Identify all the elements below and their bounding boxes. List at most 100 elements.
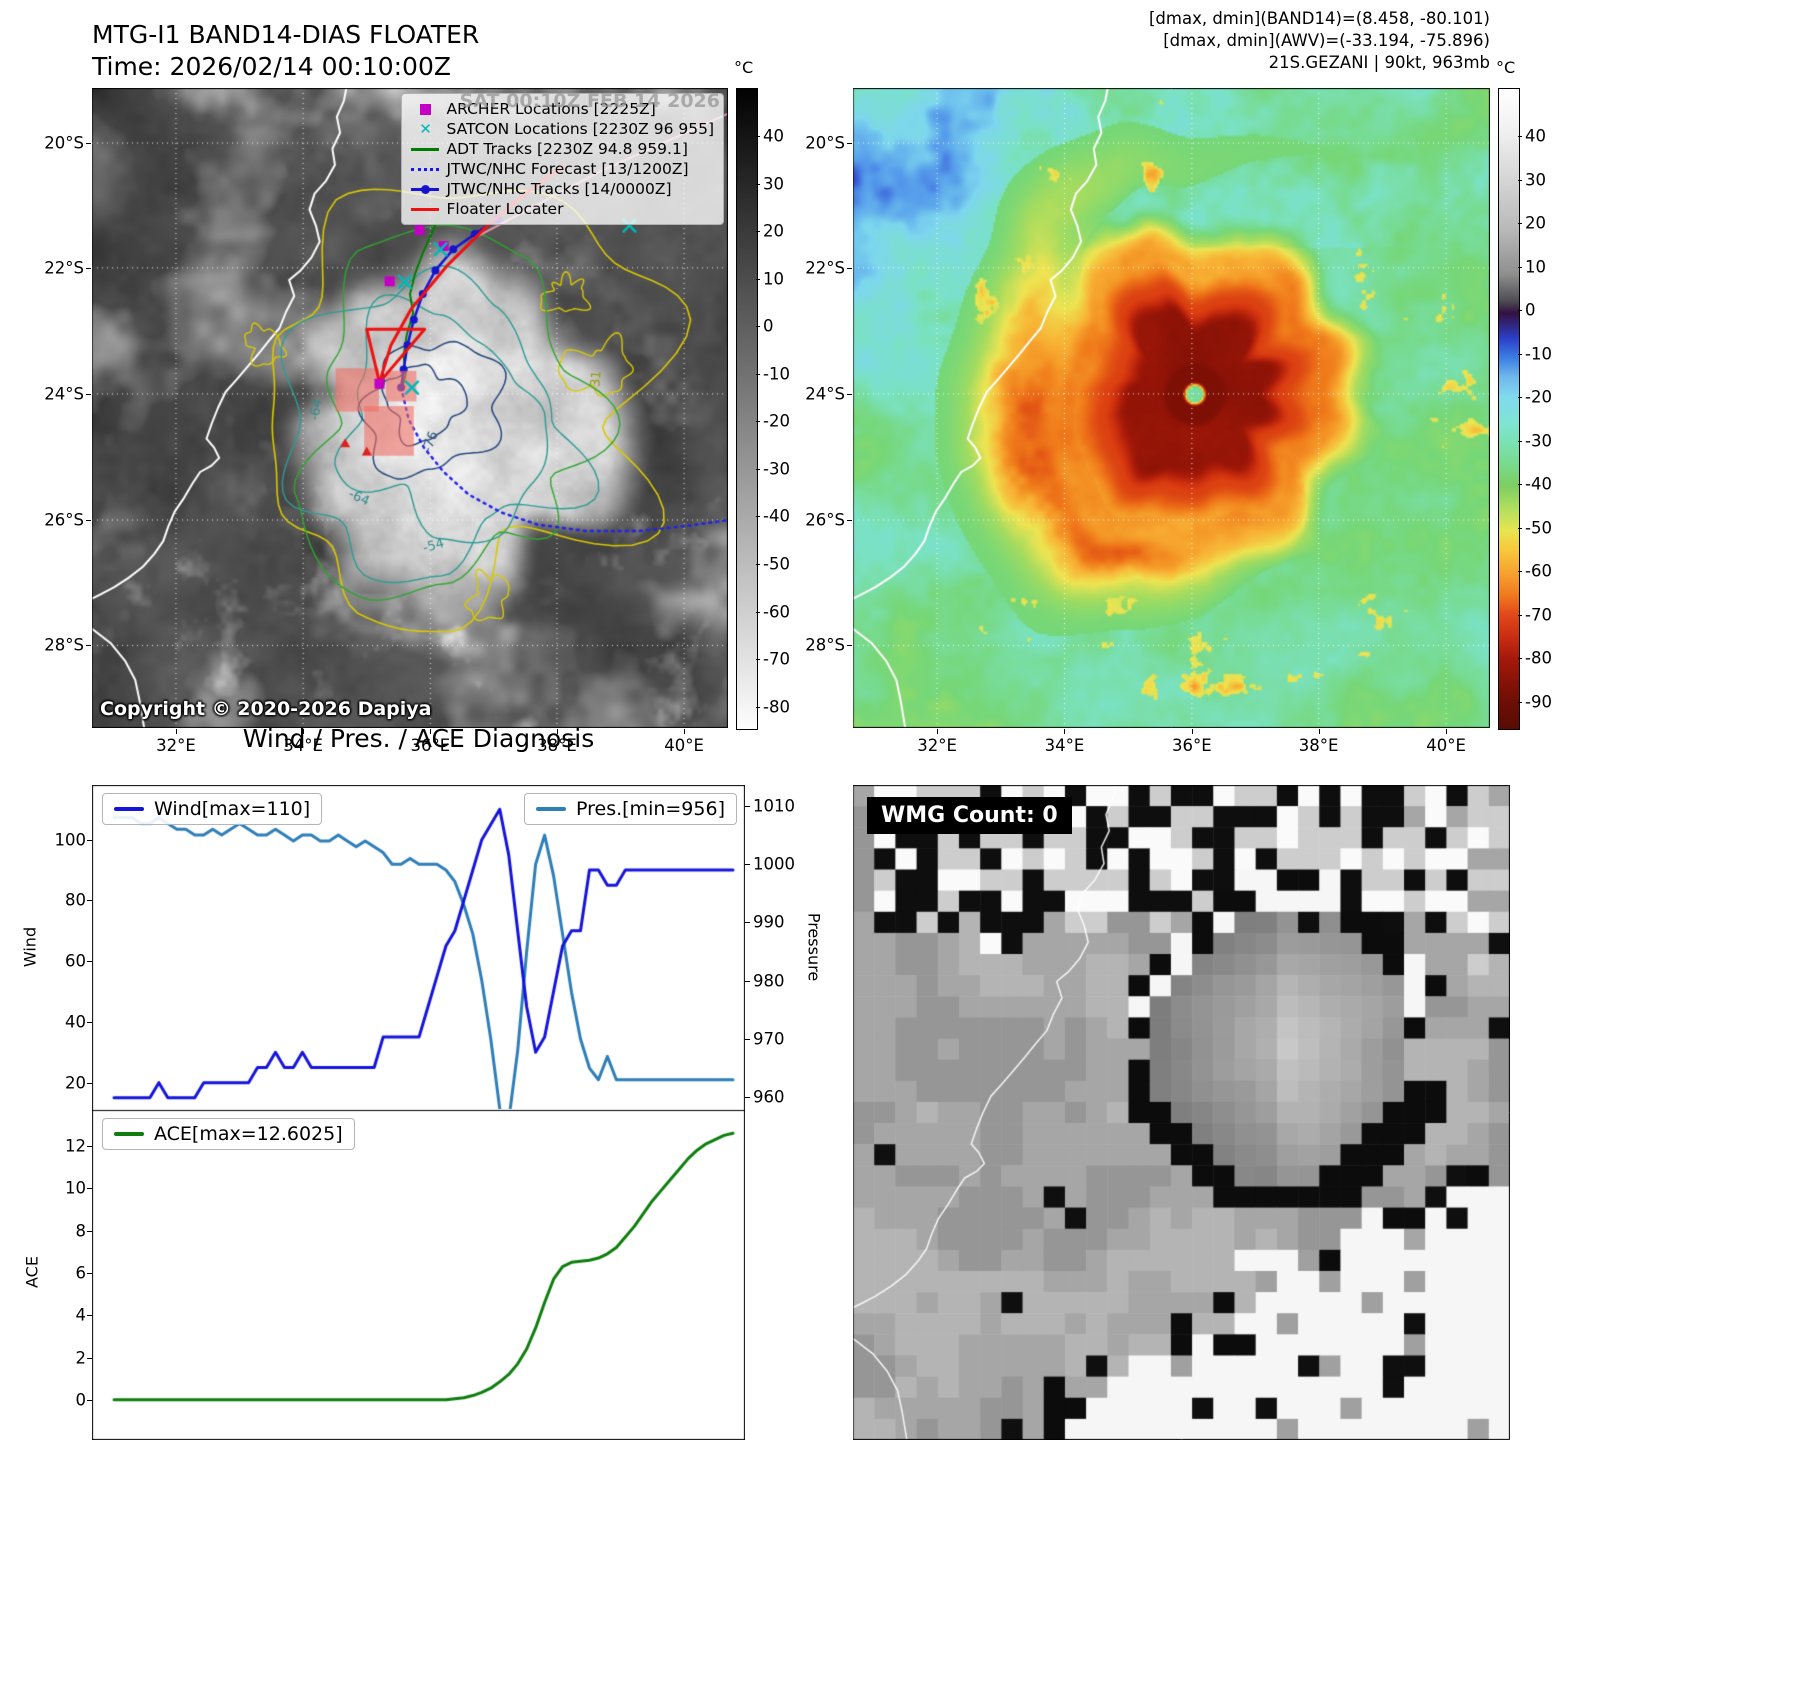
ace-ytick: 12 [65, 1136, 86, 1156]
wmg-microwave-image [853, 785, 1510, 1440]
square-marker-icon [411, 103, 439, 115]
band14-xtickmark [430, 729, 432, 734]
awv-colorbar-unit: °C [1496, 58, 1516, 77]
band14-cbtickmark [756, 183, 760, 185]
band14-cbtickmark [756, 278, 760, 280]
wind-ytickmark [87, 839, 92, 841]
awv-xtickmark [1064, 729, 1066, 734]
track-dot-icon [421, 184, 431, 194]
awv-overlay [853, 88, 1490, 728]
wind-ytick: 20 [65, 1073, 86, 1093]
band14-map: SAT 00:10Z FEB 14 2026 ARCHER Locations … [92, 88, 728, 728]
awv-cbtickmark [1518, 136, 1522, 137]
awv-cbtickmark [1518, 397, 1522, 399]
wind-ytickmark [87, 961, 92, 963]
awv-cbtick: -50 [1525, 518, 1552, 538]
ace-ytick: 0 [75, 1390, 87, 1410]
awv-xtickmark [1446, 729, 1448, 734]
band14-legend: ARCHER Locations [2225Z] ✕ SATCON Location… [401, 93, 724, 225]
awv-cbtick: -70 [1525, 605, 1552, 625]
ace-ytickmark [87, 1188, 92, 1190]
ace-ytickmark [87, 1399, 92, 1401]
band14-xtick: 32°E [156, 736, 196, 755]
band14-legend-label: ADT Tracks [2230Z 94.8 959.1] [446, 140, 688, 158]
pressure-ytickmark [745, 864, 750, 866]
pressure-ytickmark [745, 980, 750, 982]
band14-ytick: 24°S [44, 384, 84, 404]
awv-ytick: 26°S [805, 510, 845, 530]
band14-legend-item: Floater Locater [411, 199, 714, 219]
pressure-ytickmark [745, 1097, 750, 1099]
wind-legend-label: Wind[max=110] [154, 798, 311, 820]
line-dot-marker-icon [411, 184, 440, 194]
awv-cbtick: 0 [1525, 300, 1536, 320]
awv-cbtickmark [1518, 440, 1522, 442]
awv-cbtickmark [1518, 484, 1522, 486]
band14-ytickmark [86, 520, 91, 521]
awv-xtickmark [1318, 729, 1320, 734]
awv-colorbar [1498, 88, 1520, 730]
band14-ytick: 26°S [44, 510, 84, 530]
awv-cbtick: -10 [1525, 344, 1552, 364]
band14-colorbar [736, 88, 758, 730]
band14-cbtick: -10 [763, 364, 790, 384]
wind-ytick: 60 [65, 951, 86, 971]
band14-cbtick: -30 [763, 459, 790, 479]
ace-ytickmark [87, 1272, 92, 1274]
pressure-ytickmark [745, 805, 750, 807]
awv-dmax-dmin-awv: [dmax, dmin](AWV)=(-33.194, -75.896) [1163, 31, 1490, 50]
band14-cbtickmark [756, 468, 760, 470]
ace-ytickmark [87, 1145, 92, 1147]
awv-dmax-dmin-band14: [dmax, dmin](BAND14)=(8.458, -80.101) [1148, 9, 1490, 28]
band14-legend-label: Floater Locater [446, 200, 564, 218]
track-line-icon [411, 184, 440, 194]
band14-cbtick: 20 [763, 221, 784, 241]
band14-ytickmark [86, 267, 91, 269]
wmg-count-label: WMG Count: 0 [867, 797, 1072, 834]
pres-legend-label: Pres.[min=956] [576, 798, 725, 820]
band14-xtickmark [303, 729, 305, 734]
awv-cbtick: -90 [1525, 692, 1552, 712]
wind-ytick: 100 [54, 830, 87, 850]
band14-legend-label: ARCHER Locations [2225Z] [446, 100, 656, 118]
band14-cbtick: -60 [763, 602, 790, 622]
band14-cbtick: 30 [763, 174, 784, 194]
band14-cbtick: 0 [763, 316, 774, 336]
awv-ytick: 28°S [805, 635, 845, 655]
awv-xtick: 32°E [917, 736, 957, 755]
awv-ytickmark [847, 393, 852, 395]
awv-ytick: 20°S [805, 133, 845, 153]
band14-cbtickmark [756, 326, 760, 328]
band14-copyright: Copyright © 2020-2026 Dapiya [100, 698, 432, 720]
line-marker-icon [411, 147, 440, 151]
band14-watermark: SAT 00:10Z FEB 14 2026 [459, 90, 720, 112]
awv-cbtickmark [1518, 223, 1522, 225]
awv-annotations: [dmax, dmin](BAND14)=(8.458, -80.101) [d… [1149, 8, 1490, 74]
band14-cbtick: -40 [763, 506, 790, 526]
pressure-ytick: 990 [753, 912, 785, 932]
legend-line-icon [411, 147, 440, 151]
awv-cbtickmark [1518, 571, 1522, 573]
awv-cbtickmark [1518, 310, 1522, 312]
ace-legend: ACE[max=12.6025] [102, 1118, 355, 1150]
band14-legend-item: JTWC/NHC Forecast [13/1200Z] [411, 159, 714, 179]
band14-colorbar-unit: °C [734, 58, 754, 77]
band14-cbtickmark [756, 373, 760, 375]
line-marker-icon [411, 207, 440, 211]
awv-cbtick: -20 [1525, 387, 1552, 407]
band14-cbtick: -20 [763, 411, 790, 431]
band14-ytickmark [86, 645, 91, 647]
band14-ytickmark [86, 143, 91, 145]
awv-cbtickmark [1518, 614, 1522, 616]
x-marker-icon: ✕ [411, 121, 439, 137]
band14-xtick: 34°E [283, 736, 323, 755]
awv-storm-info: 21S.GEZANI | 90kt, 963mb [1268, 53, 1490, 72]
awv-cbtickmark [1518, 527, 1522, 529]
wind-ytick: 80 [65, 890, 86, 910]
band14-xtickmark [556, 729, 558, 734]
wmg-map: WMG Count: 0 [853, 785, 1510, 1440]
pressure-ytickmark [745, 922, 750, 924]
wind-ytick: 40 [65, 1012, 86, 1032]
diagnosis-plot-canvas [92, 785, 745, 1440]
